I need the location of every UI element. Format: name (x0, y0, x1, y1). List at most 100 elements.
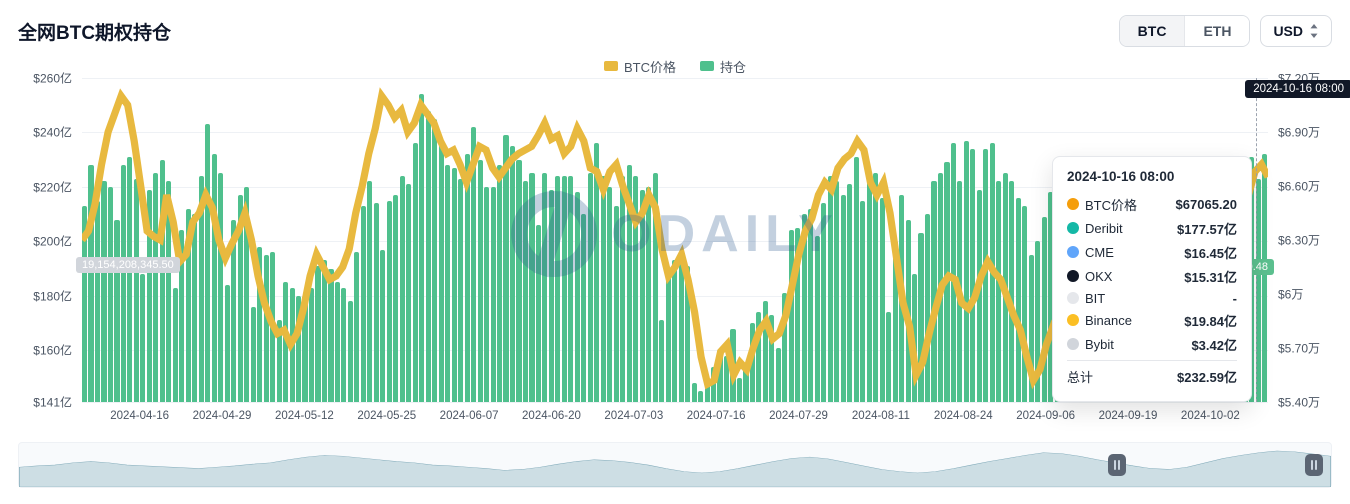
tooltip-total-label: 总计 (1067, 367, 1093, 386)
bar (328, 269, 333, 402)
tooltip-row-value: $177.57亿 (1177, 219, 1237, 238)
bar (88, 165, 93, 402)
bar (912, 274, 917, 402)
brush-area (19, 443, 1331, 487)
bar (503, 135, 508, 402)
x-tick: 2024-07-03 (604, 410, 663, 422)
bar (302, 296, 307, 402)
bar (426, 111, 431, 402)
y-right-tick: $6万 (1278, 286, 1303, 303)
bar (607, 187, 612, 402)
bar (315, 266, 320, 402)
bar (199, 176, 204, 402)
bar (886, 312, 891, 402)
bar (225, 285, 230, 402)
brush-handle-right[interactable] (1305, 454, 1323, 476)
asset-tab-eth[interactable]: ETH (1184, 16, 1249, 46)
bar (341, 288, 346, 402)
currency-label: USD (1273, 23, 1303, 39)
time-brush[interactable] (18, 442, 1332, 488)
bar (588, 173, 593, 402)
bar (367, 181, 372, 402)
bar (277, 320, 282, 402)
tooltip-total-row: 总计 $232.59亿 (1067, 360, 1237, 389)
tooltip-row-value: $19.84亿 (1184, 311, 1237, 330)
bar (516, 160, 521, 402)
tooltip-row: Deribit$177.57亿 (1067, 216, 1237, 240)
bar (296, 296, 301, 402)
bar (458, 179, 463, 402)
legend-swatch-price (604, 61, 618, 71)
bar (1022, 206, 1027, 402)
bar (847, 184, 852, 402)
bar (380, 250, 385, 402)
bar (808, 209, 813, 402)
legend-item-oi[interactable]: 持仓 (700, 57, 746, 76)
brush-handle-left[interactable] (1108, 454, 1126, 476)
left-axis-current-badge: 19,154,208,345.50 (76, 257, 180, 273)
bar (653, 173, 658, 402)
tooltip-dot-icon (1067, 222, 1079, 234)
bar (179, 230, 184, 402)
legend-item-price[interactable]: BTC价格 (604, 57, 676, 76)
bar (620, 176, 625, 402)
tooltip-row-label: BIT (1085, 291, 1105, 306)
tooltip-row: Bybit$3.42亿 (1067, 332, 1237, 356)
bar (756, 312, 761, 402)
chart-area: $141亿$160亿$180亿$200亿$220亿$240亿$260亿 $5.4… (18, 78, 1332, 438)
bar (659, 320, 664, 402)
y-right-tick: $6.90万 (1278, 124, 1320, 141)
tooltip-dot-icon (1067, 270, 1079, 282)
chart-container: { "title": "全网BTC期权持仓", "asset_tabs": { … (0, 0, 1350, 504)
bar (899, 195, 904, 402)
y-left-tick: $260亿 (33, 70, 72, 87)
bar (147, 190, 152, 402)
tooltip-dot-icon (1067, 314, 1079, 326)
currency-select[interactable]: USD (1260, 15, 1332, 47)
bar (970, 149, 975, 402)
y-left-tick: $141亿 (33, 394, 72, 411)
bar (542, 173, 547, 402)
bar (581, 214, 586, 402)
bar (555, 176, 560, 402)
bar (776, 348, 781, 402)
y-axis-left: $141亿$160亿$180亿$200亿$220亿$240亿$260亿 (18, 78, 78, 402)
bar (95, 201, 100, 402)
bar (646, 187, 651, 402)
bar (562, 176, 567, 402)
bar (1042, 217, 1047, 402)
bar (192, 214, 197, 402)
bar (251, 307, 256, 402)
bar (951, 143, 956, 402)
bar (270, 252, 275, 402)
bar (257, 247, 262, 402)
y-right-tick: $5.40万 (1278, 394, 1320, 411)
bar (983, 149, 988, 402)
bar (354, 252, 359, 402)
bar (601, 176, 606, 402)
updown-icon (1309, 24, 1319, 38)
bar (322, 260, 327, 402)
bar (523, 181, 528, 402)
legend-label-oi: 持仓 (720, 57, 746, 76)
bar (996, 181, 1001, 402)
y-right-tick: $6.30万 (1278, 232, 1320, 249)
tooltip-row-value: $15.31亿 (1184, 267, 1237, 286)
x-tick: 2024-09-06 (1016, 410, 1075, 422)
bar (335, 282, 340, 402)
tooltip-row: BIT- (1067, 288, 1237, 308)
tooltip-row: CME$16.45亿 (1067, 240, 1237, 264)
asset-tab-btc[interactable]: BTC (1120, 16, 1185, 46)
tooltip-row: BTC价格$67065.20 (1067, 192, 1237, 216)
bar (717, 350, 722, 402)
bar (977, 190, 982, 402)
bar (614, 206, 619, 402)
bar (705, 378, 710, 403)
bar (931, 181, 936, 402)
tooltip-dot-icon (1067, 338, 1079, 350)
bar (387, 201, 392, 402)
bar (127, 157, 132, 402)
x-tick: 2024-05-12 (275, 410, 334, 422)
bar (1262, 154, 1267, 402)
bar (212, 154, 217, 402)
